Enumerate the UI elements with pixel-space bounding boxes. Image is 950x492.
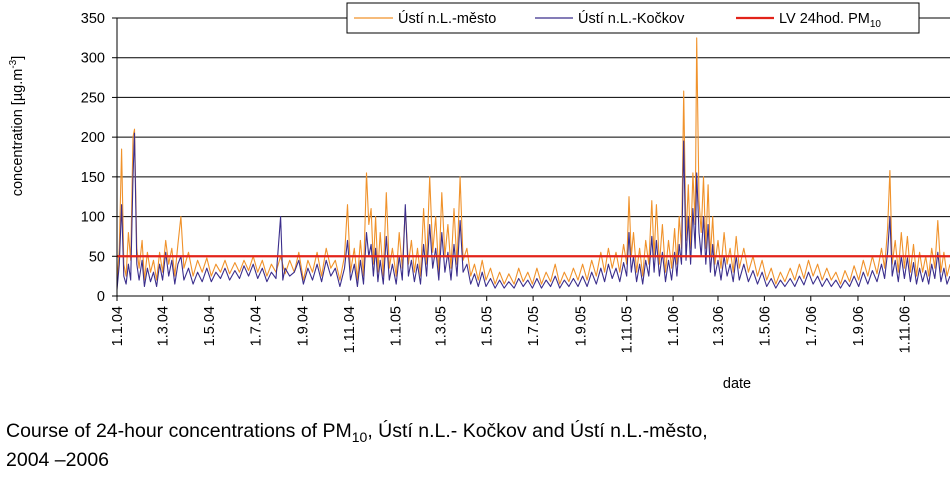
legend-label-limit-subscript: 10 bbox=[870, 19, 882, 30]
y-tick-label: 150 bbox=[81, 170, 105, 186]
x-tick-label: 1.3.06 bbox=[711, 306, 727, 346]
x-tick-label: 1.9.04 bbox=[296, 306, 312, 346]
x-tick-label: 1.1.06 bbox=[666, 306, 682, 346]
x-tick-label: 1.11.06 bbox=[897, 306, 913, 353]
x-tick-label: 1.9.06 bbox=[851, 306, 867, 346]
x-tick-label: 1.9.05 bbox=[573, 306, 589, 346]
x-tick-label: 1.3.05 bbox=[433, 306, 449, 346]
caption-subscript: 10 bbox=[351, 428, 368, 445]
x-tick-label: 1.1.04 bbox=[110, 306, 126, 346]
x-tick-label: 1.3.04 bbox=[156, 306, 172, 346]
x-tick-label: 1.5.05 bbox=[480, 306, 496, 346]
x-tick-label: 1.11.05 bbox=[620, 306, 636, 353]
x-tick-label: 1.5.04 bbox=[202, 306, 218, 346]
x-tick-label: 1.7.04 bbox=[248, 306, 264, 346]
x-tick-label: 1.11.04 bbox=[342, 306, 358, 353]
figure-caption: Course of 24-hour concentrations of PM10… bbox=[6, 420, 708, 471]
y-tick-label: 300 bbox=[81, 51, 105, 67]
y-axis-label-superscript: -3 bbox=[8, 59, 19, 68]
y-tick-label: 200 bbox=[81, 130, 105, 146]
x-tick-label: 1.7.06 bbox=[804, 306, 820, 346]
y-axis-ticks: 0 50 100 150 200 250 300 350 bbox=[81, 11, 117, 305]
legend-label-kockov: Ústí n.L.-Kočkov bbox=[578, 10, 685, 27]
gridlines bbox=[117, 17, 950, 257]
legend-label-mesto: Ústí n.L.-město bbox=[398, 10, 496, 27]
series-line-0 bbox=[116, 37, 950, 287]
legend-label-limit: LV 24hod. PM10 bbox=[779, 11, 881, 30]
series-layer bbox=[116, 37, 950, 290]
y-tick-label: 0 bbox=[97, 289, 105, 305]
x-axis-ticks: 1.1.04 1.3.04 1.5.04 1.7.04 1.9.04 1.11.04 1.1… bbox=[110, 296, 913, 353]
x-axis-label: date bbox=[723, 376, 751, 392]
legend: Ústí n.L.-město Ústí n.L.-Kočkov LV 24ho… bbox=[346, 2, 920, 34]
x-tick-label: 1.1.05 bbox=[388, 306, 404, 346]
x-tick-label: 1.5.06 bbox=[757, 306, 773, 346]
series-line-1 bbox=[116, 132, 950, 290]
x-tick-label: 1.7.05 bbox=[526, 306, 542, 346]
axes bbox=[116, 18, 950, 297]
y-tick-label: 350 bbox=[81, 11, 105, 27]
y-tick-label: 250 bbox=[81, 90, 105, 106]
y-axis-label: concentration [µg.m-3] bbox=[8, 56, 26, 197]
y-tick-label: 100 bbox=[81, 210, 105, 226]
y-tick-label: 50 bbox=[89, 249, 105, 265]
